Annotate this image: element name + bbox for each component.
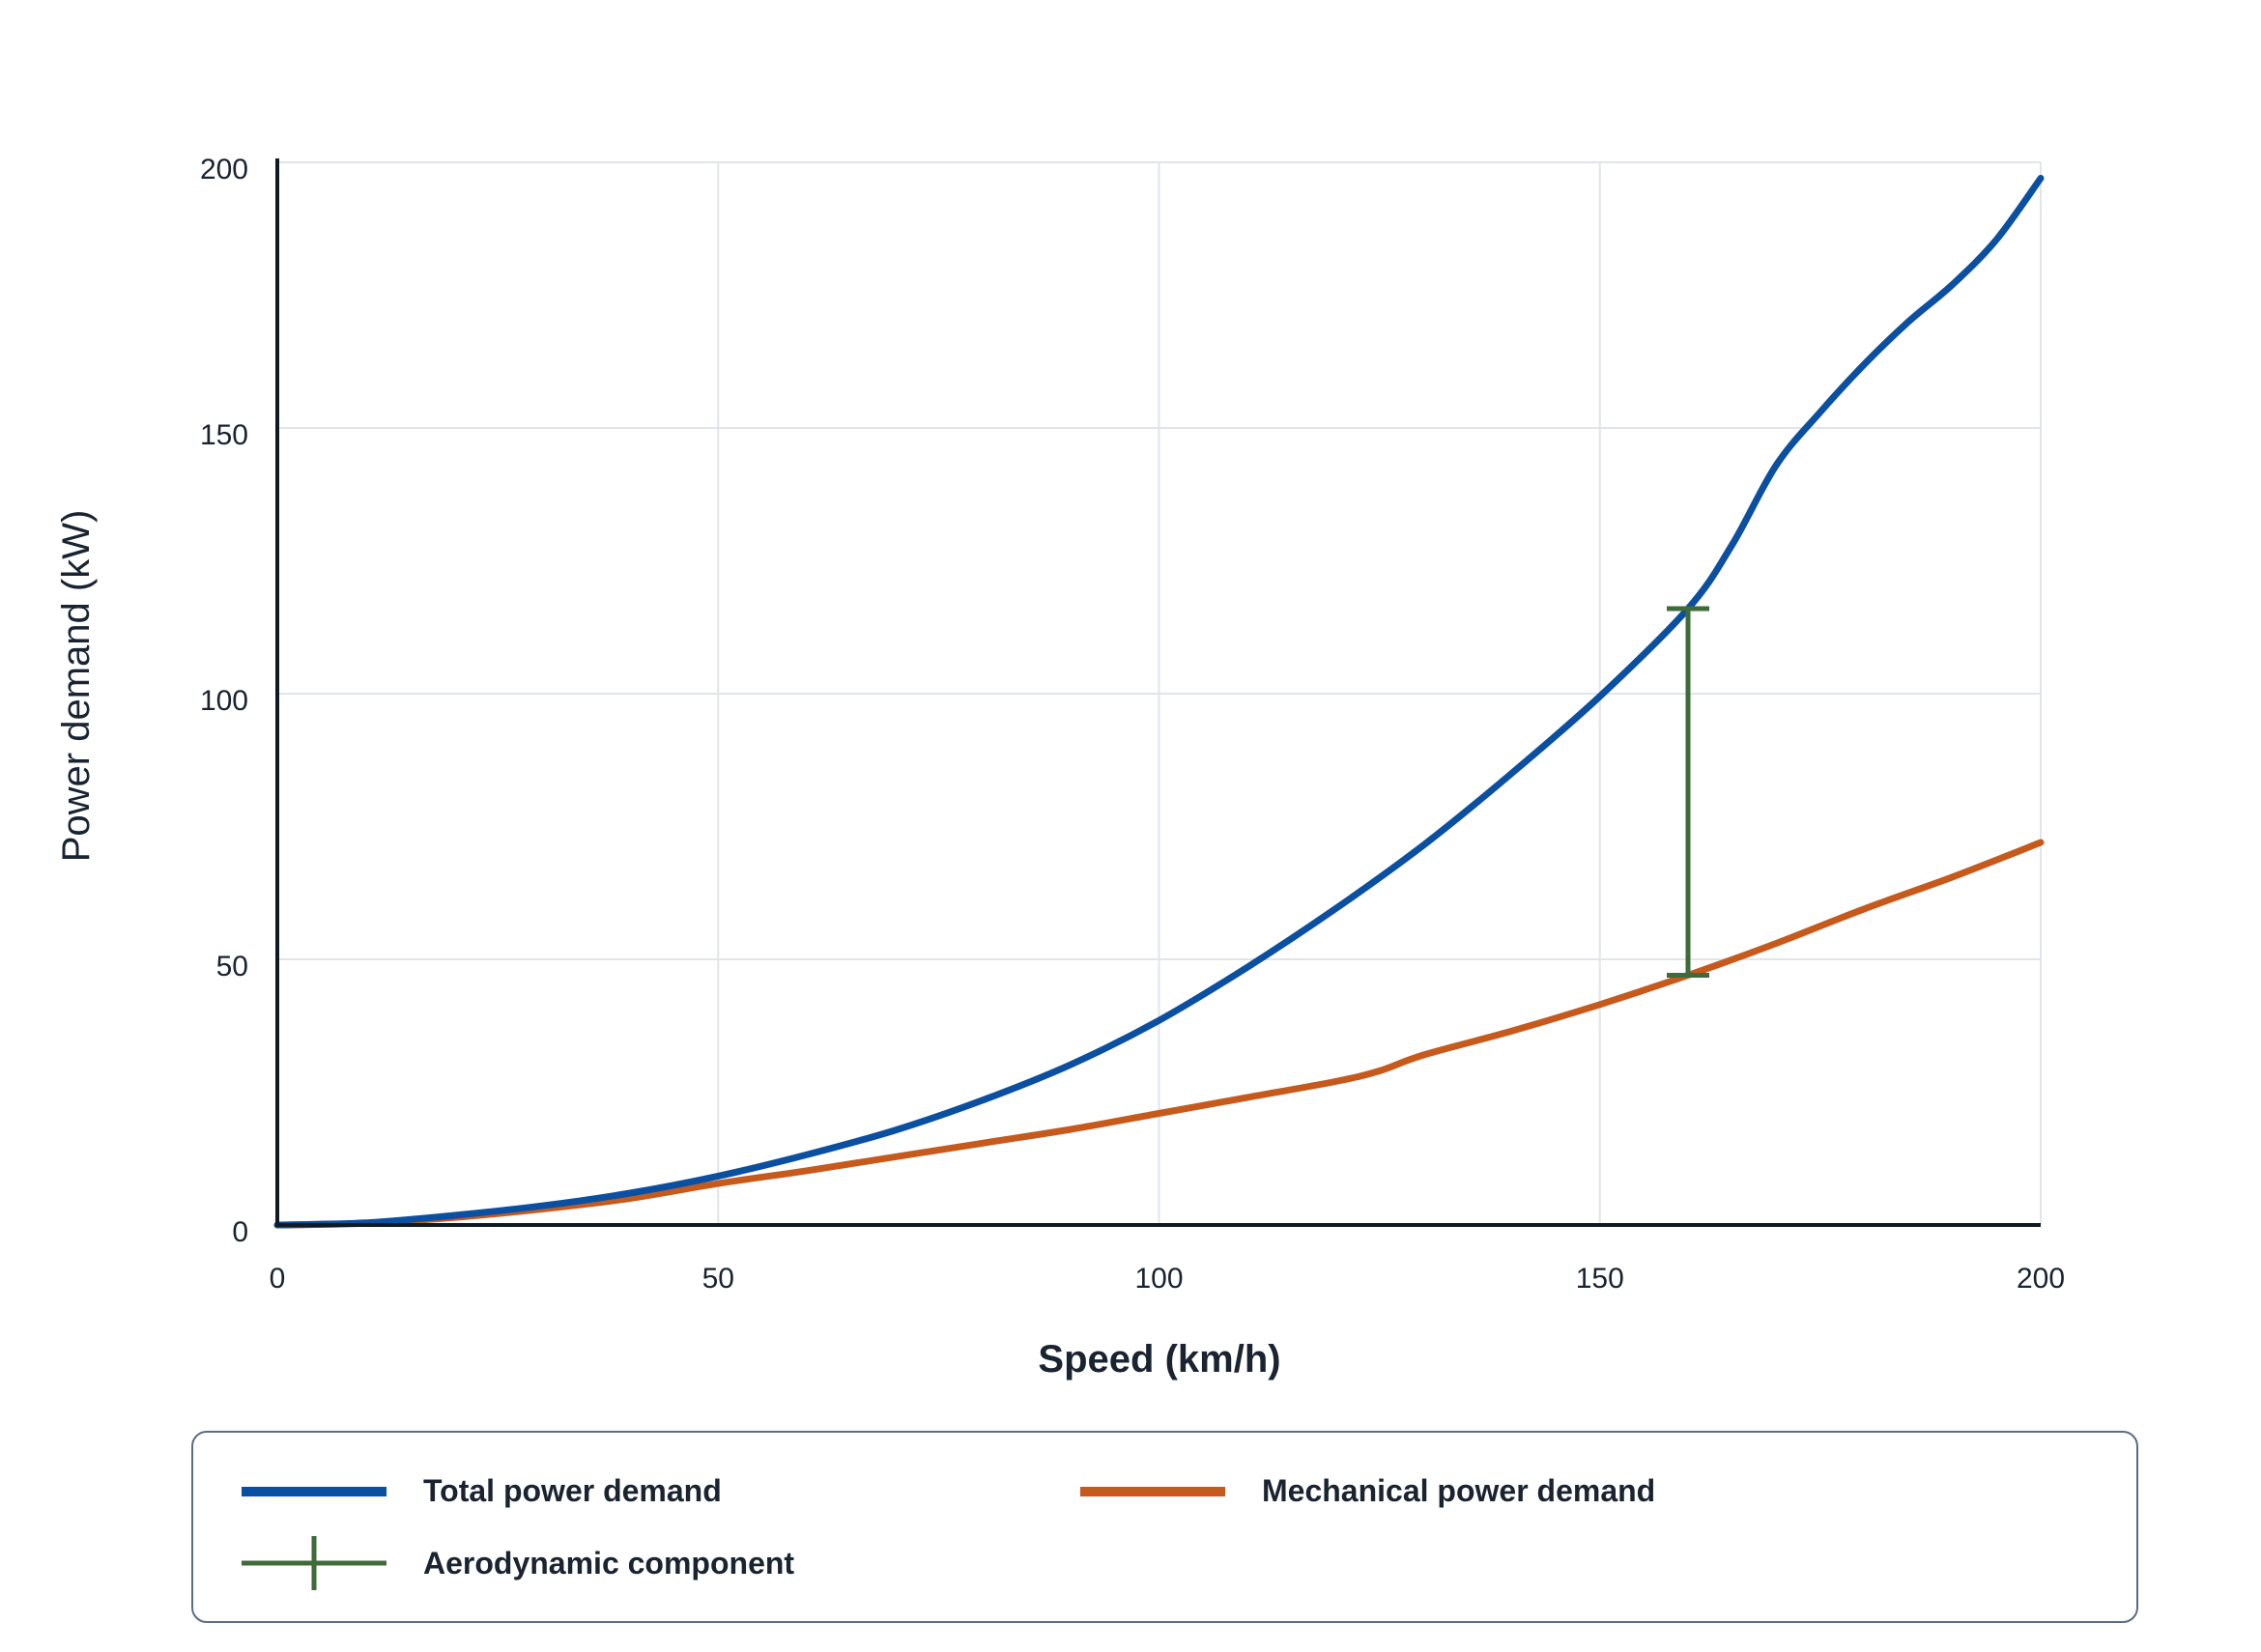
y-tick-label: 0 bbox=[232, 1216, 248, 1248]
legend-label-total: Total power demand bbox=[423, 1473, 722, 1508]
y-tick-label: 50 bbox=[216, 951, 248, 983]
series-mechanical-power-line bbox=[273, 839, 2045, 1229]
y-tick-label: 200 bbox=[200, 154, 248, 185]
legend-item-total: Total power demand bbox=[242, 1473, 722, 1509]
y-tick-label: 100 bbox=[200, 685, 248, 717]
legend-swatch-mechanical bbox=[1080, 1486, 1225, 1496]
series-total-power-line bbox=[273, 175, 2045, 1229]
legend: Total power demand Mechanical power dema… bbox=[191, 1431, 2138, 1623]
grid-lines bbox=[277, 161, 2042, 1225]
x-tick-label: 150 bbox=[1576, 1263, 1624, 1295]
tick-labels: 0 50 100 150 200 0 50 100 150 200 bbox=[200, 154, 2065, 1295]
y-tick-label: 150 bbox=[200, 419, 248, 451]
annotation-layer bbox=[1667, 606, 1709, 978]
x-axis-label: Speed (km/h) bbox=[1038, 1338, 1280, 1381]
legend-item-aerodynamic: Aerodynamic component bbox=[242, 1534, 794, 1592]
x-tick-label: 50 bbox=[702, 1263, 734, 1295]
legend-swatch-total bbox=[242, 1486, 386, 1496]
legend-item-mechanical: Mechanical power demand bbox=[1080, 1473, 1655, 1509]
legend-label-mechanical: Mechanical power demand bbox=[1262, 1473, 1656, 1508]
legend-label-aerodynamic: Aerodynamic component bbox=[423, 1545, 795, 1581]
chart: 0 50 100 150 200 0 50 100 150 200 Power demand (k… bbox=[55, 154, 2065, 1381]
y-axis-label: Power demand (kW) bbox=[55, 510, 98, 863]
x-tick-label: 100 bbox=[1134, 1263, 1183, 1295]
legend-swatch-aerodynamic bbox=[242, 1536, 386, 1590]
x-tick-label: 0 bbox=[270, 1263, 286, 1295]
axes bbox=[275, 158, 2041, 1227]
x-tick-label: 200 bbox=[2017, 1263, 2065, 1295]
series-layer bbox=[273, 175, 2045, 1229]
